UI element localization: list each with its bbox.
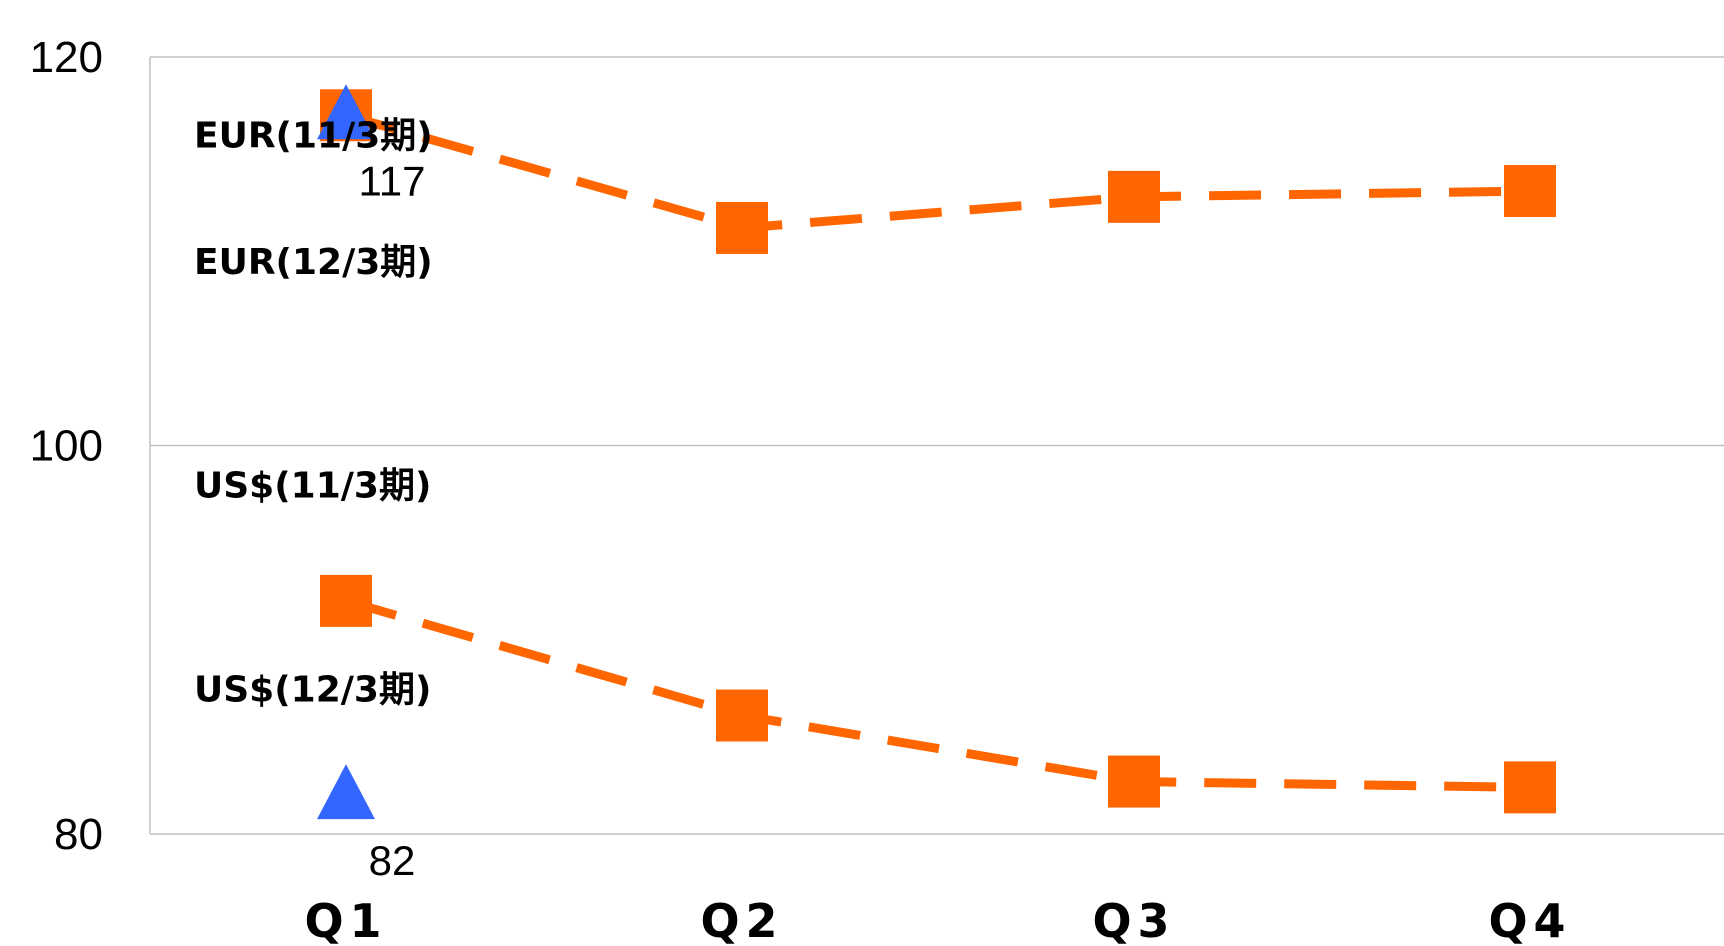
series-label: EUR(11/3期) <box>194 116 433 157</box>
series-lines <box>344 110 1531 792</box>
x-tick-label: Q2 <box>700 894 783 946</box>
square-marker <box>320 574 372 627</box>
x-tick-label: Q1 <box>304 894 387 946</box>
x-axis-ticks: Q1 Q2 Q3 Q4 <box>304 894 1571 946</box>
y-tick-label: 80 <box>54 810 103 859</box>
series-line <box>344 110 1531 233</box>
data-label: 82 <box>369 837 416 884</box>
series-label: EUR(12/3期) <box>194 242 433 283</box>
y-tick-label: 120 <box>30 33 103 82</box>
data-label: 117 <box>359 157 426 204</box>
square-marker <box>1504 165 1556 218</box>
y-tick-label: 100 <box>30 422 103 471</box>
gridlines <box>149 56 1724 835</box>
series-label: US$(11/3期) <box>194 465 431 506</box>
x-tick-label: Q4 <box>1488 894 1571 946</box>
data-labels: 117 82 <box>359 157 426 884</box>
triangle-marker <box>317 84 375 140</box>
series-line <box>344 596 1531 792</box>
square-marker <box>1108 170 1160 223</box>
square-marker <box>716 689 768 742</box>
x-tick-label: Q3 <box>1092 894 1175 946</box>
y-axis-ticks: 80 100 120 <box>30 33 103 859</box>
square-marker <box>716 201 768 254</box>
series-labels: EUR(11/3期) EUR(12/3期) US$(11/3期) US$(12/3期) <box>194 116 433 711</box>
square-marker <box>1504 761 1556 814</box>
triangle-marker <box>317 764 375 820</box>
square-marker <box>1108 755 1160 808</box>
series-label: US$(12/3期) <box>194 669 431 710</box>
series-markers <box>317 84 1556 820</box>
